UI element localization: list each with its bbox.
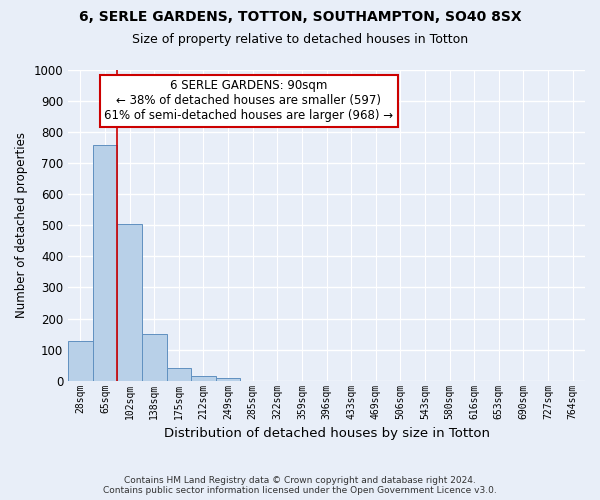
Bar [117,224,142,380]
X-axis label: Distribution of detached houses by size in Totton: Distribution of detached houses by size … [164,427,490,440]
Bar [191,376,216,380]
Text: Contains HM Land Registry data © Crown copyright and database right 2024.
Contai: Contains HM Land Registry data © Crown c… [103,476,497,495]
Text: 6, SERLE GARDENS, TOTTON, SOUTHAMPTON, SO40 8SX: 6, SERLE GARDENS, TOTTON, SOUTHAMPTON, S… [79,10,521,24]
Y-axis label: Number of detached properties: Number of detached properties [15,132,28,318]
Bar [68,341,92,380]
Bar [92,144,117,380]
Bar [167,368,191,380]
Bar [216,378,241,380]
Text: Size of property relative to detached houses in Totton: Size of property relative to detached ho… [132,32,468,46]
Bar [142,334,167,380]
Text: 6 SERLE GARDENS: 90sqm
← 38% of detached houses are smaller (597)
61% of semi-de: 6 SERLE GARDENS: 90sqm ← 38% of detached… [104,80,394,122]
